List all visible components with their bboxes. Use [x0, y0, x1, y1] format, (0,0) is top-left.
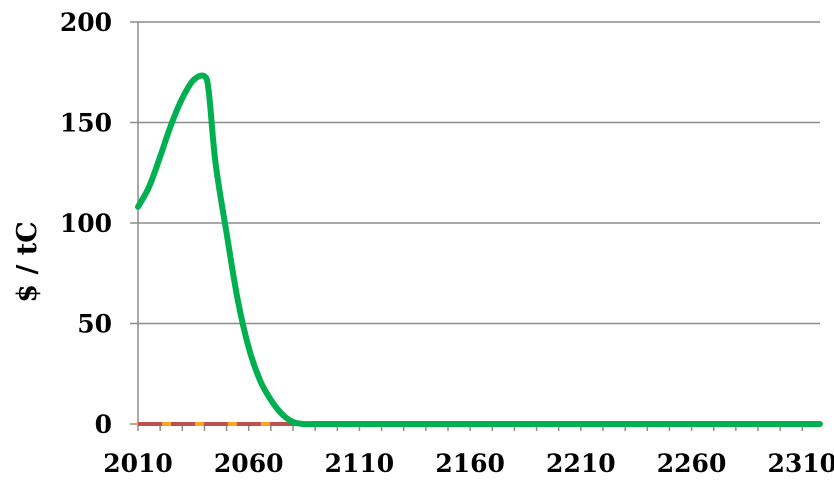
x-tick-label-2010: 2010: [103, 449, 173, 478]
x-axis-tick-labels: 2010 2060 2110 2160 2210 2260 2310: [103, 449, 834, 478]
y-tick-label-0: 0: [95, 410, 112, 439]
y-tick-label-100: 100: [60, 209, 112, 238]
y-axis-title: $ / tC: [12, 221, 43, 302]
y-tick-label-150: 150: [60, 109, 112, 138]
gridlines: [130, 21, 820, 425]
series-line-1: [135, 72, 823, 428]
series-lines: [135, 72, 823, 428]
y-axis-tick-labels: 0 50 100 150 200: [60, 8, 112, 439]
x-tick-label-2210: 2210: [546, 449, 616, 478]
x-tick-label-2310: 2310: [767, 449, 834, 478]
y-tick-label-50: 50: [77, 310, 112, 339]
x-tick-label-2160: 2160: [435, 449, 505, 478]
x-tick-label-2260: 2260: [657, 449, 727, 478]
x-tick-label-2060: 2060: [214, 449, 284, 478]
y-tick-label-200: 200: [60, 8, 112, 37]
x-tick-label-2110: 2110: [325, 449, 395, 478]
